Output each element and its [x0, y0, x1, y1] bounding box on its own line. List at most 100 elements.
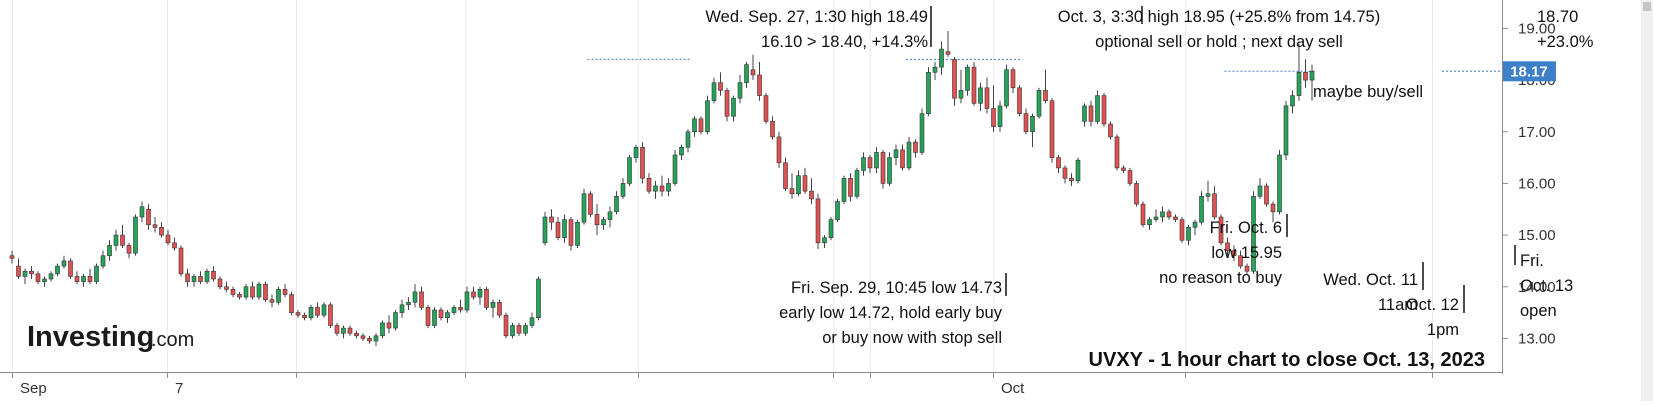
- candle: [113, 229, 119, 251]
- candle: [542, 211, 548, 246]
- candle: [1212, 186, 1217, 220]
- candle-body-down: [1101, 95, 1107, 125]
- candle-body-down: [945, 51, 951, 55]
- candle-body-down: [646, 177, 652, 192]
- annotation-text: open: [1520, 302, 1557, 320]
- candle: [1186, 224, 1191, 246]
- candle: [594, 204, 600, 236]
- candle: [1283, 100, 1289, 161]
- candle: [29, 266, 34, 279]
- candle: [1160, 206, 1165, 223]
- candle: [74, 271, 80, 285]
- annotation: Fri. Oct. 6 low 15.95 no reason to buy: [1159, 214, 1288, 287]
- candle-body-down: [1212, 193, 1217, 218]
- candle-body-down: [1303, 72, 1308, 81]
- candle-body-up: [432, 309, 437, 326]
- candle: [126, 242, 132, 259]
- candle-body-up: [204, 270, 210, 282]
- annotation-text: Oct. 12: [1406, 296, 1459, 314]
- candle-body-up: [393, 312, 398, 329]
- y-tick-label: 17.00: [1518, 124, 1556, 141]
- candle-body-up: [81, 276, 86, 282]
- candle-body-down: [1088, 105, 1094, 122]
- candle-body-down: [1056, 157, 1061, 169]
- candle: [763, 93, 769, 124]
- annotation: Oct. 12 1pm: [1406, 285, 1465, 339]
- annotation: Oct. 3, 3:30 high 18.95 (+25.8% from 14.…: [1058, 6, 1380, 51]
- candle-body-up: [94, 265, 99, 282]
- candle-body-up: [341, 327, 346, 334]
- candle-body-up: [828, 219, 834, 238]
- candle: [484, 286, 489, 310]
- candle: [724, 87, 730, 122]
- candle: [906, 136, 912, 171]
- candle: [965, 64, 970, 96]
- reference-lines: [587, 58, 1315, 72]
- candle: [432, 307, 437, 329]
- candle-body-up: [1147, 219, 1152, 226]
- candle-body-down: [588, 193, 593, 215]
- candle-body-down: [263, 283, 268, 300]
- candle-body-down: [35, 273, 41, 282]
- annotation-text: or buy now with stop sell: [822, 329, 1002, 347]
- candle-body-up: [861, 157, 866, 171]
- candle: [1075, 157, 1081, 184]
- x-tick-label: Sep: [20, 380, 47, 397]
- candle-body-down: [16, 265, 21, 277]
- candle: [451, 304, 457, 316]
- candle-body-up: [575, 221, 580, 246]
- candle: [854, 167, 860, 199]
- candle: [958, 69, 964, 104]
- annotation-text: +23.0%: [1537, 33, 1594, 51]
- candle-body-down: [120, 234, 125, 246]
- candle: [1095, 90, 1100, 124]
- candle: [35, 271, 41, 285]
- candle: [386, 315, 392, 334]
- scrollbar-thumb[interactable]: [1643, 2, 1651, 11]
- candle: [887, 152, 892, 186]
- candle-body-down: [146, 208, 151, 226]
- candle-body-down: [594, 214, 600, 226]
- candle: [146, 204, 151, 230]
- candle: [711, 77, 717, 104]
- candle: [1101, 93, 1107, 127]
- candle-body-down: [237, 294, 242, 298]
- candle-body-up: [477, 289, 483, 298]
- candle: [1121, 165, 1126, 174]
- candle-body-down: [1114, 136, 1120, 169]
- candle: [679, 144, 684, 161]
- candle: [776, 131, 782, 168]
- candle-body-up: [529, 317, 535, 326]
- candle-body-up: [1199, 196, 1204, 223]
- candle: [601, 217, 606, 230]
- candle-body-up: [1095, 95, 1100, 122]
- candle: [406, 297, 411, 310]
- candle: [354, 330, 359, 339]
- candle-body-down: [1023, 113, 1029, 133]
- candle: [1056, 155, 1061, 174]
- candle-body-down: [809, 190, 814, 200]
- candle-body-up: [926, 72, 931, 114]
- candle: [952, 56, 957, 106]
- candle: [1023, 108, 1029, 135]
- candle: [295, 310, 301, 318]
- candle-body-up: [1082, 105, 1087, 122]
- candle-body-up: [22, 270, 28, 277]
- candle: [269, 294, 275, 308]
- candle-body-down: [503, 314, 509, 337]
- candle-body-up: [874, 152, 879, 169]
- candle-body-down: [724, 90, 730, 117]
- candle: [880, 149, 886, 189]
- candle-body-down: [555, 221, 561, 238]
- candle: [757, 62, 762, 101]
- annotation: Fri. Sep. 29, 10:45 low 14.73 early low 1…: [779, 273, 1007, 347]
- candle: [802, 167, 808, 194]
- candle: [510, 322, 515, 339]
- candle: [250, 281, 255, 300]
- candle-body-down: [659, 185, 665, 192]
- candle-body-down: [289, 294, 294, 313]
- candle: [984, 77, 990, 114]
- candle-body-down: [789, 188, 795, 195]
- candle-body-down: [438, 309, 444, 319]
- scrollbar-track[interactable]: [1641, 0, 1653, 401]
